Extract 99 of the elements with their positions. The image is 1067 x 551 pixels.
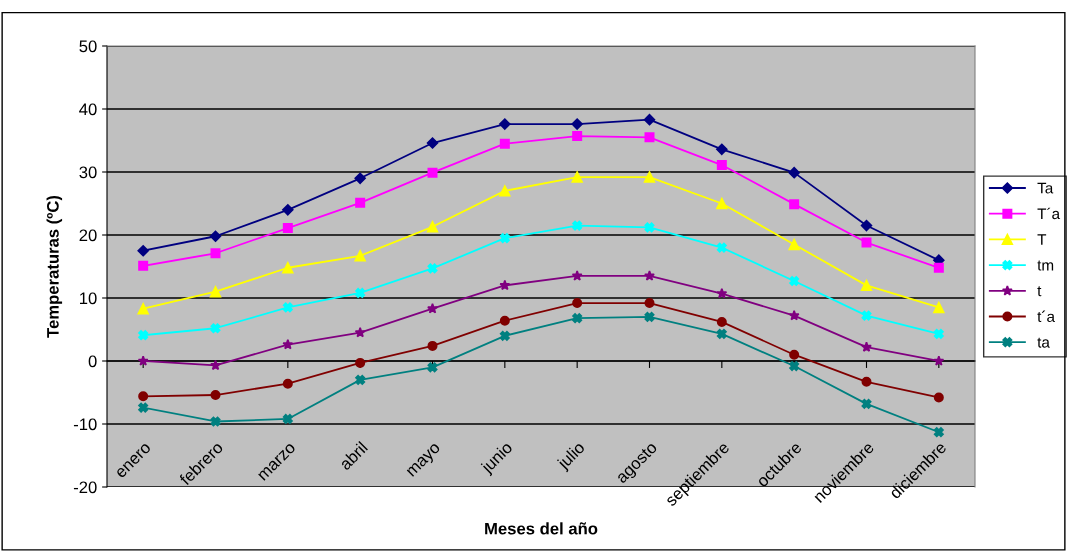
point [138,391,149,402]
point [355,197,366,208]
point [644,311,655,322]
y-tick-label: 10 [80,292,97,305]
point [644,132,655,143]
point [861,376,872,387]
point [572,220,583,231]
point [789,199,800,210]
point [788,309,800,321]
point [209,230,222,243]
point [355,287,366,298]
point [138,330,149,341]
legend-label: Ta [1037,182,1054,194]
point [571,118,583,130]
point [716,242,727,253]
point [716,143,728,156]
point [210,416,221,427]
legend-label: T [1037,234,1047,245]
point [861,310,872,321]
point [788,238,800,251]
point [282,338,294,350]
point [644,270,655,281]
point [355,374,366,385]
point [933,328,944,339]
point [210,390,221,401]
point [282,413,293,424]
point [788,166,800,179]
y-tick-label: 40 [79,103,97,116]
point [427,167,438,178]
point [137,303,149,315]
x-axis-title: Meses del año [485,522,598,535]
point [861,237,872,248]
point [354,172,366,185]
point [426,137,439,149]
point [210,323,221,334]
point [716,316,727,327]
point [861,398,872,409]
point [282,378,293,389]
point [933,427,944,438]
point [138,402,149,413]
point [138,260,149,271]
y-tick-label: 30 [79,166,97,179]
point [716,328,727,339]
point [572,131,583,142]
point [933,301,945,314]
point [571,270,583,281]
x-tick-label: julio [555,440,588,473]
point [499,330,510,341]
point [499,233,510,244]
point [933,355,945,366]
point [499,118,511,130]
point [643,113,656,126]
point [499,279,511,291]
y-tick-label: -10 [73,418,97,431]
y-tick-label: 0 [88,355,97,368]
point [427,263,438,274]
point [499,185,511,197]
point [209,286,222,298]
point [354,250,366,262]
point [572,313,583,324]
point [427,340,438,351]
point [210,359,221,371]
point [643,171,656,183]
point [789,361,800,372]
legend-label: ta [1037,337,1050,348]
legend-label: t´a [1037,310,1055,322]
point [282,204,294,216]
point [282,223,293,234]
point [282,302,293,313]
point [499,315,510,326]
legend-label: tm [1037,260,1054,271]
point [644,222,655,233]
point [426,221,439,233]
y-axis-title: Temperaturas (ºC) [46,195,63,338]
legend-label: t [1037,286,1042,297]
point [572,298,583,309]
point [716,160,727,171]
point [355,357,366,368]
point [427,362,438,373]
point [860,219,873,232]
point [789,349,800,360]
point [354,326,366,338]
point [860,279,873,292]
point [716,197,728,210]
point [644,298,655,309]
point [933,392,944,403]
point [716,287,728,299]
y-tick-label: 20 [79,229,97,242]
point [282,262,294,274]
point [137,245,149,257]
y-tick-label: -20 [73,481,97,494]
point [933,262,944,273]
point [427,303,438,314]
point [499,138,510,149]
legend-label: T´a [1037,207,1061,220]
point [789,275,800,286]
y-tick-label: 50 [79,40,97,53]
point [571,171,583,183]
point [210,248,221,259]
